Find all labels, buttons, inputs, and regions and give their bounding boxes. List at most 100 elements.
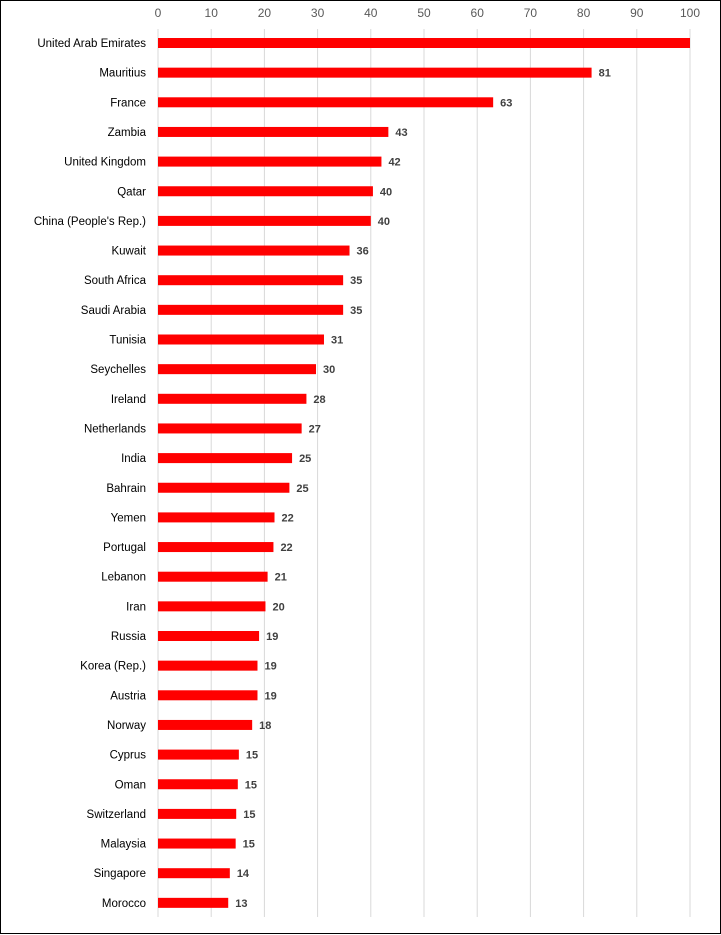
bar <box>158 215 371 226</box>
bar <box>158 542 274 553</box>
bar <box>158 38 690 48</box>
bar <box>158 897 229 908</box>
data-label: 28 <box>313 394 325 406</box>
data-label: 20 <box>272 601 284 613</box>
bar <box>158 482 290 493</box>
bar <box>158 631 260 641</box>
data-label: 40 <box>380 186 392 198</box>
category-label: Mauritius <box>99 68 146 80</box>
bar <box>158 97 494 108</box>
bar <box>158 393 307 404</box>
bar <box>158 719 253 730</box>
data-label: 25 <box>296 483 308 495</box>
bar <box>158 245 350 256</box>
category-label: Austria <box>110 690 146 702</box>
bar <box>158 126 389 137</box>
category-label: Cyprus <box>110 750 147 762</box>
bar <box>158 690 258 701</box>
bar <box>158 275 344 286</box>
category-label: Kuwait <box>111 246 146 258</box>
data-label: 63 <box>500 97 512 109</box>
x-tick-label: 80 <box>577 6 591 20</box>
x-tick-label: 90 <box>630 6 644 20</box>
data-label: 22 <box>280 542 292 554</box>
data-labels: 81 63 43 42 40 40 36 35 35 31 30 28 27 25 25 22 22 21 20 19… <box>235 68 611 910</box>
bar <box>158 749 239 760</box>
category-label: Yemen <box>111 512 146 524</box>
bar <box>158 453 293 464</box>
x-tick-label: 0 <box>155 6 162 20</box>
bar <box>158 601 266 612</box>
data-label: 42 <box>388 157 400 169</box>
x-tick-label: 40 <box>364 6 378 20</box>
category-label: Morocco <box>102 898 146 910</box>
data-label: 43 <box>395 127 407 139</box>
bar <box>158 186 373 197</box>
category-label: Singapore <box>94 868 146 880</box>
x-tick-label: 70 <box>524 6 538 20</box>
data-label: 15 <box>243 839 255 851</box>
category-label: Oman <box>115 779 146 791</box>
bar <box>158 423 302 434</box>
bar <box>158 67 592 78</box>
category-label: Korea (Rep.) <box>80 661 146 673</box>
bar <box>158 808 237 819</box>
bars <box>158 38 690 908</box>
category-label: United Arab Emirates <box>37 38 146 50</box>
category-label: Portugal <box>103 542 146 554</box>
category-labels: United Arab Emirates Mauritius France Zambi… <box>34 38 147 910</box>
data-label: 35 <box>350 275 362 287</box>
x-axis-tick-labels: 0 10 20 30 40 50 60 70 80 90 100 <box>155 6 701 20</box>
category-label: Switzerland <box>87 809 146 821</box>
category-label: Ireland <box>111 394 146 406</box>
category-label: Malaysia <box>101 839 147 851</box>
data-label: 15 <box>245 779 257 791</box>
data-label: 36 <box>357 246 369 258</box>
bar <box>158 838 236 849</box>
category-label: South Africa <box>84 275 147 287</box>
category-label: Russia <box>111 631 147 643</box>
bar <box>158 660 258 671</box>
bar <box>158 571 268 582</box>
x-tick-label: 50 <box>417 6 431 20</box>
data-label: 27 <box>309 423 321 435</box>
data-label: 31 <box>331 335 343 347</box>
category-label: Qatar <box>117 186 146 198</box>
bar <box>158 779 238 790</box>
gridlines <box>157 29 691 917</box>
category-label: India <box>121 453 147 465</box>
x-tick-label: 10 <box>205 6 219 20</box>
data-label: 14 <box>237 868 250 880</box>
data-label: 35 <box>350 305 362 317</box>
category-label: Saudi Arabia <box>81 305 147 317</box>
category-label: Zambia <box>108 127 147 139</box>
data-label: 21 <box>275 572 287 584</box>
data-label: 19 <box>264 690 276 702</box>
category-label: Norway <box>107 720 146 732</box>
bar <box>158 364 317 375</box>
bar <box>158 156 382 167</box>
data-label: 19 <box>264 661 276 673</box>
data-label: 19 <box>266 631 278 643</box>
bar <box>158 512 275 523</box>
data-label: 81 <box>599 68 611 80</box>
bar <box>158 868 230 879</box>
category-label: Lebanon <box>101 572 146 584</box>
x-tick-label: 60 <box>471 6 485 20</box>
category-label: United Kingdom <box>64 157 146 169</box>
bar <box>158 304 344 315</box>
data-label: 15 <box>243 809 255 821</box>
category-label: Netherlands <box>84 423 146 435</box>
category-label: Iran <box>126 601 146 613</box>
data-label: 30 <box>323 364 335 376</box>
data-label: 22 <box>282 512 294 524</box>
data-label: 40 <box>378 216 390 228</box>
category-label: Bahrain <box>106 483 146 495</box>
data-label: 13 <box>235 898 247 910</box>
category-label: Tunisia <box>109 335 146 347</box>
bar <box>158 334 324 345</box>
data-label: 18 <box>259 720 271 732</box>
category-label: Seychelles <box>90 364 146 376</box>
x-tick-label: 100 <box>680 6 700 20</box>
